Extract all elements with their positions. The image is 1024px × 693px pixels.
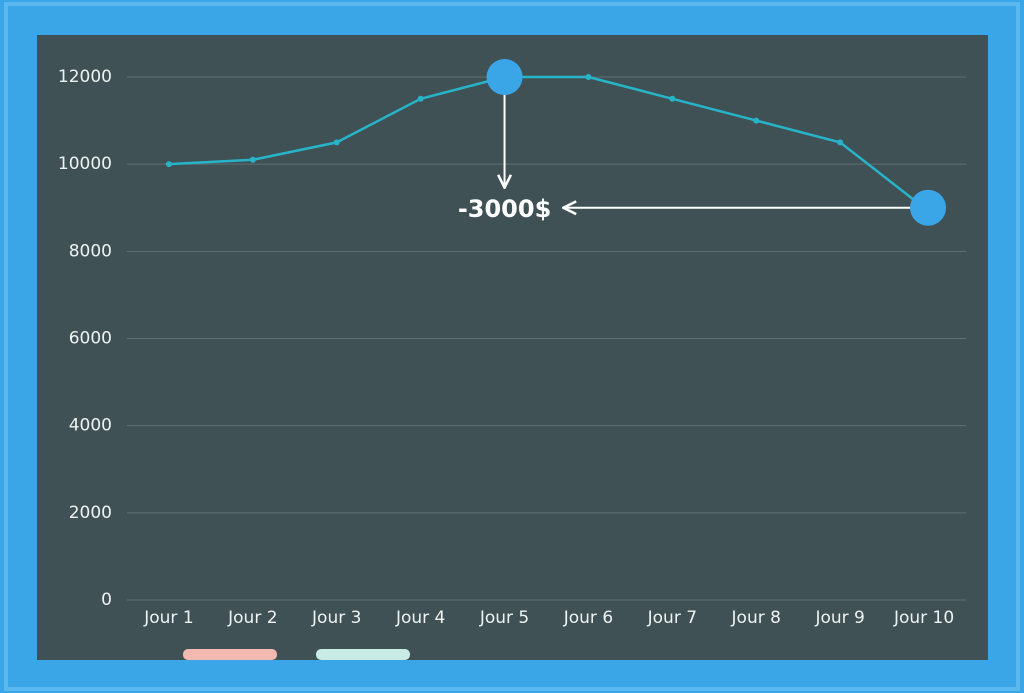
point [837,139,844,146]
chalkboard [37,35,988,660]
y-tick-label: 6000 [69,329,112,349]
y-tick-label: 10000 [58,154,112,174]
annotation: -3000$ [458,195,551,223]
x-tick-label: Jour 4 [395,608,445,628]
x-tick-label: Jour 3 [311,608,361,628]
y-tick-label: 2000 [69,503,112,523]
frame-highlight [4,2,1020,691]
point [333,139,340,146]
line [168,75,925,209]
highlight-point [486,59,523,95]
x-tick-label: Jour 9 [814,608,864,628]
chalk-teal [316,649,410,660]
y-tick-label: 8000 [69,241,112,261]
x-tick-label: Jour 7 [647,608,697,628]
x-tick-label: Jour 8 [731,608,781,628]
y-tick-label: 12000 [58,67,112,87]
point [165,161,172,168]
x-tick-label: Jour 10 [893,608,954,628]
point [417,95,424,102]
x-tick-label: Jour 1 [143,608,193,628]
y-tick-label: 4000 [69,416,112,436]
x-tick-label: Jour 5 [479,608,529,628]
chalk-pink [183,649,277,660]
x-tick-label: Jour 6 [563,608,613,628]
point [669,95,676,102]
point [249,156,256,163]
point [753,117,760,124]
point [585,74,592,80]
y-tick-label: 0 [101,590,112,610]
x-tick-label: Jour 2 [227,608,277,628]
highlight-point [910,189,947,226]
